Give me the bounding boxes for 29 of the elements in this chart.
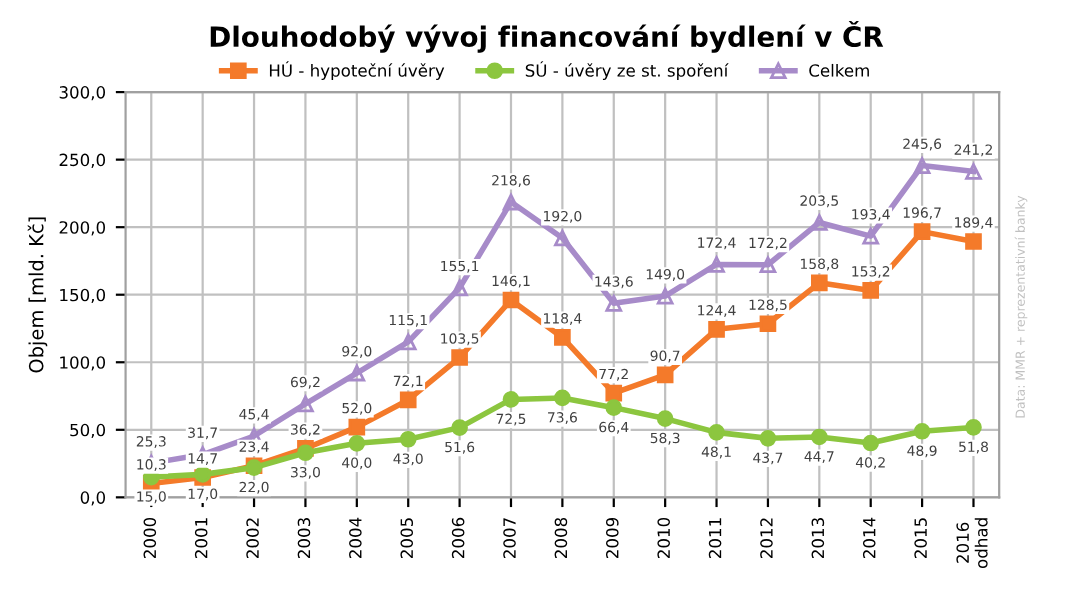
x-tick-label: 2002	[246, 518, 259, 558]
x-tick-label: 2005	[400, 518, 414, 558]
y-tick-label: 300,0	[59, 86, 106, 101]
y-tick-label: 200,0	[59, 221, 106, 236]
y-tick-label: 50,0	[70, 423, 106, 439]
x-tick-label: 2000	[143, 517, 157, 558]
y-axis-title: Objem [mld. Kč]	[27, 217, 48, 373]
x-tick-label: 2001	[194, 518, 208, 558]
x-tick-label: 2003	[297, 518, 311, 558]
x-tick-label: 2015	[914, 518, 927, 558]
x-tick-label: 2011	[708, 518, 722, 558]
x-tick-label: 2010	[657, 517, 670, 558]
x-tick-label: 2008	[554, 517, 568, 558]
chart-title: Dlouhodobý vývoj financování bydlení v ČR	[210, 20, 884, 53]
x-tick-label: 2009	[606, 517, 619, 558]
legend-label: Celkem	[809, 63, 869, 77]
y-tick-label: 150,0	[60, 288, 106, 303]
y-tick-label: 250,0	[59, 153, 106, 168]
y-tick-label: 100,0	[60, 356, 106, 371]
legend-label: SÚ - úvěry ze st. spoření	[525, 61, 729, 81]
legend-label: HÚ - hypoteční úvěry	[269, 61, 445, 81]
x-tick-label: 2013	[811, 518, 825, 558]
y-tick-label: 0,0	[80, 491, 106, 506]
x-tick-label: 2014	[862, 517, 876, 558]
x-tick-label: 2004	[349, 517, 362, 558]
x-tick-label: 2012	[760, 518, 773, 558]
x-tick-label: 2007	[503, 518, 516, 558]
x-tick-label: 2006	[451, 517, 465, 558]
x-tick-label: 2016 odhad	[956, 518, 988, 568]
